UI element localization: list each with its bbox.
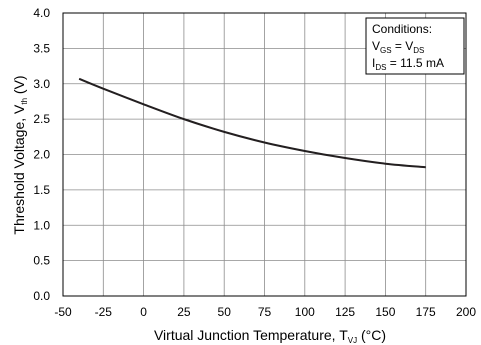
x-tick-label: -50 xyxy=(54,305,72,319)
conditions-title: Conditions: xyxy=(372,22,432,36)
x-tick-label: 150 xyxy=(375,305,395,319)
x-tick-label: -25 xyxy=(95,305,113,319)
x-tick-label: 0 xyxy=(140,305,147,319)
threshold-voltage-line xyxy=(78,77,426,169)
x-tick-label: 50 xyxy=(218,305,232,319)
conditions-ids: IDS = 11.5 mA xyxy=(372,56,444,72)
x-tick-labels: -50 -25 0 25 50 75 100 125 150 175 200 xyxy=(54,305,476,319)
plot-frame xyxy=(62,12,467,297)
y-tick-label: 3.5 xyxy=(33,41,50,55)
x-tick-label: 175 xyxy=(416,305,436,319)
x-tick-label: 100 xyxy=(295,305,315,319)
y-tick-label: 3.0 xyxy=(33,77,50,91)
conditions-vgs: VGS = VDS xyxy=(372,39,424,55)
x-tick-label: 75 xyxy=(258,305,272,319)
x-tick-label: 125 xyxy=(335,305,355,319)
y-axis-label: Threshold Voltage, Vth (V) xyxy=(11,75,29,234)
y-tick-label: 0.5 xyxy=(33,254,50,268)
y-tick-label: 0.0 xyxy=(33,289,50,303)
conditions-frame xyxy=(365,17,465,75)
y-tick-labels: 0.0 0.5 1.0 1.5 2.0 2.5 3.0 3.5 4.0 xyxy=(33,6,50,303)
x-tick-label: 25 xyxy=(177,305,191,319)
y-tick-label: 2.0 xyxy=(33,148,50,162)
conditions-box: Conditions: VGS = VDS IDS = 11.5 mA xyxy=(365,17,465,75)
series-group xyxy=(78,77,426,169)
y-tick-label: 2.5 xyxy=(33,112,50,126)
x-tick-label: 200 xyxy=(456,305,476,319)
y-tick-label: 4.0 xyxy=(33,6,50,20)
x-axis-label: Virtual Junction Temperature, TVJ (°C) xyxy=(154,327,386,345)
y-tick-label: 1.5 xyxy=(33,183,50,197)
y-tick-label: 1.0 xyxy=(33,218,50,232)
